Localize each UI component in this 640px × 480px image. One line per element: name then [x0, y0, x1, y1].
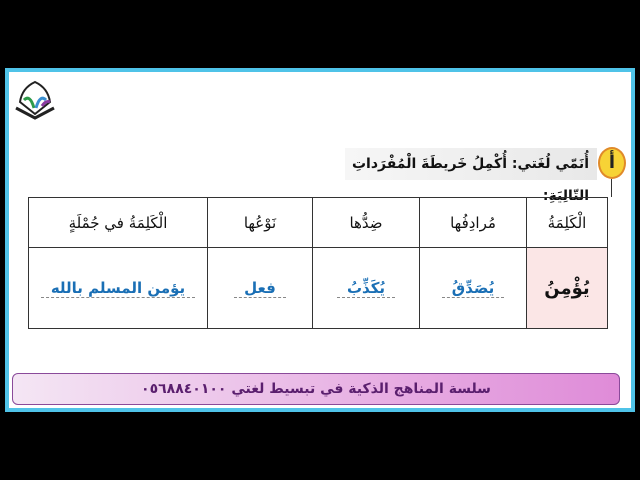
header-row: الْكَلِمَةُ مُرادِفُها ضِدُّها نَوْعُها … — [28, 197, 608, 248]
vocabulary-table: الْكَلِمَةُ مُرادِفُها ضِدُّها نَوْعُها … — [28, 197, 608, 329]
header-antonym: ضِدُّها — [312, 197, 420, 248]
header-word: الْكَلِمَةُ — [526, 197, 608, 248]
answer-antonym: يُكَذِّبُ — [336, 279, 396, 298]
table-row: يُؤْمِنُ يُصَدِّقُ يُكَذِّبُ فعل يؤمن ال… — [28, 247, 608, 329]
header-sentence: الْكَلِمَةُ في جُمْلَةٍ — [28, 197, 208, 248]
footer-banner: سلسة المناهج الذكية في تبسيط لغتي ٠٥٦٨٨٤… — [12, 373, 620, 405]
section-badge: أ — [598, 147, 626, 179]
answer-sentence: يؤمن المسلم بالله — [40, 279, 196, 298]
answer-synonym: يُصَدِّقُ — [441, 279, 505, 298]
cell-synonym: يُصَدِّقُ — [419, 247, 527, 329]
cell-sentence: يؤمن المسلم بالله — [28, 247, 208, 329]
cell-word: يُؤْمِنُ — [526, 247, 608, 329]
header-type: نَوْعُها — [207, 197, 313, 248]
cell-type: فعل — [207, 247, 313, 329]
header-synonym: مُرادِفُها — [419, 197, 527, 248]
answer-type: فعل — [234, 279, 286, 298]
cell-antonym: يُكَذِّبُ — [312, 247, 420, 329]
book-logo-icon — [15, 80, 55, 120]
connector-line — [611, 179, 612, 197]
instruction-text: أُنَمّي لُغَتي: أُكْمِلُ خَريطَةَ الْمُف… — [345, 148, 597, 204]
